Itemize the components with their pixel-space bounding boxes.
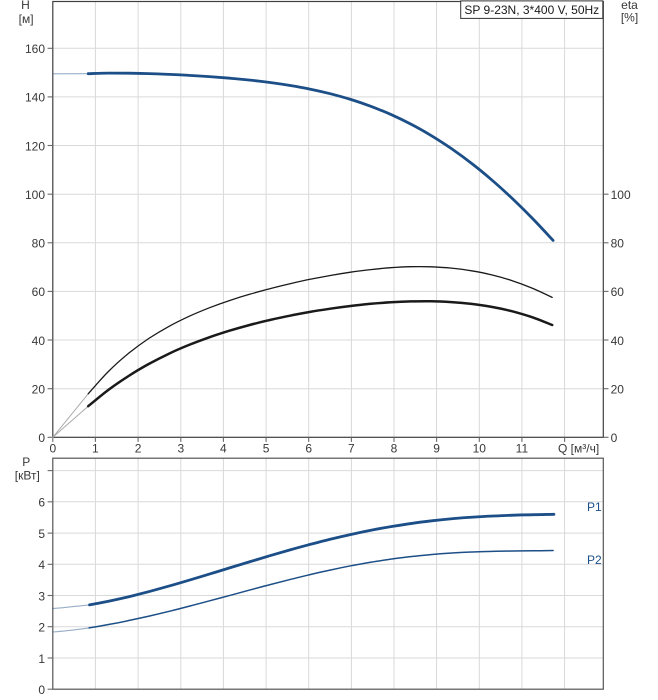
- svg-text:20: 20: [611, 383, 625, 397]
- svg-text:SP 9-23N, 3*400 V, 50Hz: SP 9-23N, 3*400 V, 50Hz: [464, 3, 599, 17]
- svg-text:40: 40: [611, 334, 625, 348]
- svg-text:3: 3: [38, 589, 45, 603]
- svg-text:[%]: [%]: [621, 11, 638, 25]
- svg-text:[м]: [м]: [19, 12, 34, 26]
- svg-text:100: 100: [25, 188, 45, 202]
- svg-text:0: 0: [49, 442, 56, 456]
- svg-text:80: 80: [611, 237, 625, 251]
- svg-text:80: 80: [32, 237, 46, 251]
- svg-text:0: 0: [611, 431, 618, 445]
- svg-text:[кВт]: [кВт]: [15, 469, 40, 483]
- svg-text:20: 20: [32, 383, 46, 397]
- svg-text:40: 40: [32, 334, 46, 348]
- svg-text:3: 3: [177, 442, 184, 456]
- svg-text:1: 1: [38, 652, 45, 666]
- svg-text:1: 1: [92, 442, 99, 456]
- svg-text:5: 5: [38, 527, 45, 541]
- svg-text:4: 4: [38, 558, 45, 572]
- svg-text:60: 60: [32, 285, 46, 299]
- svg-text:Q [м³/ч]: Q [м³/ч]: [558, 442, 599, 456]
- svg-text:140: 140: [25, 91, 45, 105]
- svg-text:2: 2: [38, 621, 45, 635]
- svg-text:eta: eta: [621, 0, 638, 12]
- svg-text:120: 120: [25, 139, 45, 153]
- svg-text:5: 5: [263, 442, 270, 456]
- svg-text:9: 9: [433, 442, 440, 456]
- svg-text:7: 7: [348, 442, 355, 456]
- svg-text:P1: P1: [587, 500, 602, 514]
- svg-text:6: 6: [38, 496, 45, 510]
- svg-text:8: 8: [391, 442, 398, 456]
- svg-text:2: 2: [135, 442, 142, 456]
- svg-text:60: 60: [611, 285, 625, 299]
- svg-text:P2: P2: [587, 553, 602, 567]
- svg-text:0: 0: [38, 431, 45, 445]
- svg-text:P: P: [22, 455, 30, 469]
- svg-text:160: 160: [25, 42, 45, 56]
- svg-text:6: 6: [305, 442, 312, 456]
- svg-text:10: 10: [473, 442, 487, 456]
- svg-text:11: 11: [516, 442, 529, 456]
- svg-text:H: H: [21, 0, 30, 12]
- svg-text:100: 100: [611, 188, 631, 202]
- svg-text:4: 4: [220, 442, 227, 456]
- svg-text:0: 0: [38, 683, 45, 697]
